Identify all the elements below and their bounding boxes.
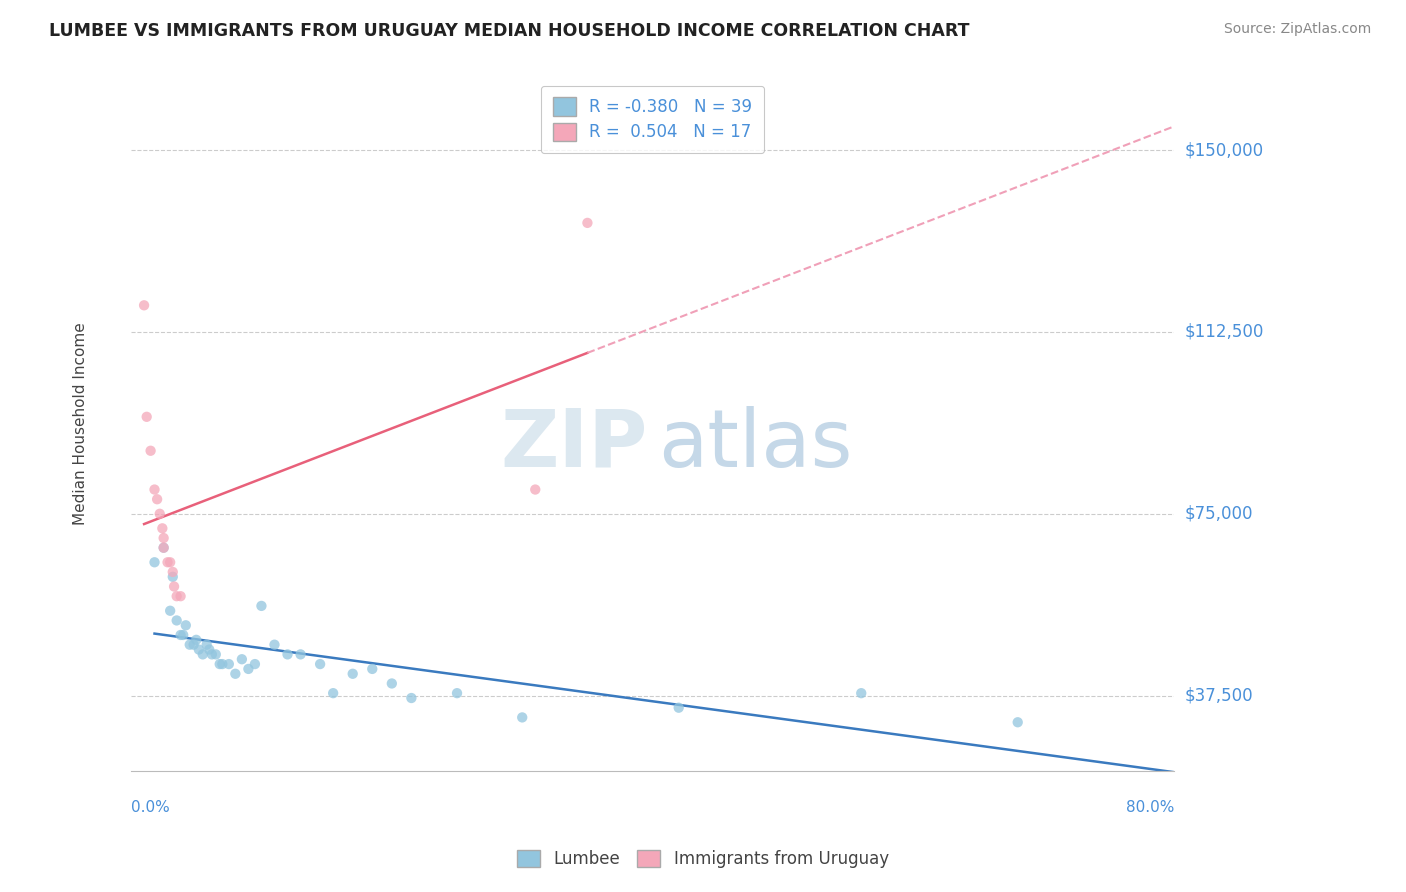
- Point: [162, 565, 184, 579]
- Point: [143, 555, 166, 569]
- Point: [152, 531, 174, 545]
- Point: [139, 443, 162, 458]
- Text: $112,500: $112,500: [1185, 323, 1264, 341]
- Point: [169, 589, 191, 603]
- Point: [187, 642, 209, 657]
- Point: [211, 657, 233, 671]
- Point: [179, 638, 201, 652]
- Text: 0.0%: 0.0%: [131, 800, 170, 814]
- Text: Source: ZipAtlas.com: Source: ZipAtlas.com: [1223, 22, 1371, 37]
- Text: Median Household Income: Median Household Income: [73, 323, 89, 525]
- Point: [172, 628, 194, 642]
- Point: [204, 648, 226, 662]
- Point: [166, 614, 188, 628]
- Point: [524, 483, 547, 497]
- Text: $37,500: $37,500: [1185, 687, 1253, 705]
- Point: [162, 570, 184, 584]
- Legend: R = -0.380   N = 39, R =  0.504   N = 17: R = -0.380 N = 39, R = 0.504 N = 17: [541, 86, 763, 153]
- Point: [166, 589, 188, 603]
- Point: [238, 662, 260, 676]
- Text: atlas: atlas: [658, 406, 852, 483]
- Text: ZIP: ZIP: [501, 406, 647, 483]
- Point: [361, 662, 384, 676]
- Text: 80.0%: 80.0%: [1126, 800, 1174, 814]
- Point: [143, 483, 166, 497]
- Legend: Lumbee, Immigrants from Uruguay: Lumbee, Immigrants from Uruguay: [510, 843, 896, 875]
- Point: [218, 657, 240, 671]
- Point: [290, 648, 312, 662]
- Point: [195, 638, 218, 652]
- Point: [146, 492, 169, 507]
- Point: [263, 638, 285, 652]
- Point: [201, 648, 224, 662]
- Point: [152, 541, 174, 555]
- Point: [510, 710, 533, 724]
- Text: LUMBEE VS IMMIGRANTS FROM URUGUAY MEDIAN HOUSEHOLD INCOME CORRELATION CHART: LUMBEE VS IMMIGRANTS FROM URUGUAY MEDIAN…: [49, 22, 970, 40]
- Point: [576, 216, 599, 230]
- Point: [159, 555, 181, 569]
- Point: [156, 555, 179, 569]
- Point: [186, 632, 208, 647]
- Point: [276, 648, 298, 662]
- Point: [342, 666, 364, 681]
- Point: [1007, 715, 1029, 730]
- Point: [174, 618, 197, 632]
- Point: [224, 666, 246, 681]
- Point: [231, 652, 253, 666]
- Point: [159, 604, 181, 618]
- Point: [243, 657, 266, 671]
- Point: [668, 700, 690, 714]
- Point: [149, 507, 172, 521]
- Point: [446, 686, 468, 700]
- Point: [183, 638, 205, 652]
- Point: [135, 409, 157, 424]
- Point: [198, 642, 221, 657]
- Point: [322, 686, 344, 700]
- Point: [169, 628, 191, 642]
- Point: [851, 686, 873, 700]
- Point: [163, 580, 186, 594]
- Text: $150,000: $150,000: [1185, 141, 1264, 159]
- Point: [132, 298, 155, 312]
- Point: [381, 676, 404, 690]
- Point: [152, 541, 174, 555]
- Text: $75,000: $75,000: [1185, 505, 1253, 523]
- Point: [150, 521, 173, 535]
- Point: [250, 599, 273, 613]
- Point: [401, 691, 423, 706]
- Point: [208, 657, 231, 671]
- Point: [309, 657, 332, 671]
- Point: [191, 648, 214, 662]
